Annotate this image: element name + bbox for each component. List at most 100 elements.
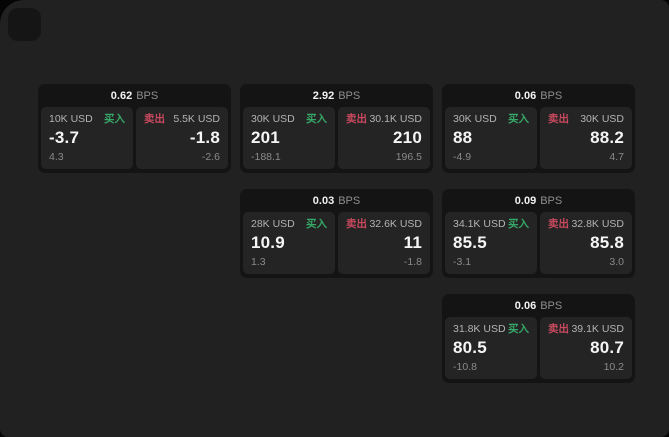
buy-badge: 买入: [508, 113, 529, 125]
sell-badge: 卖出: [346, 113, 367, 125]
card-header: 0.03 BPS: [240, 189, 433, 212]
card-header: 0.62 BPS: [38, 84, 231, 107]
buy-sub-value: -188.1: [251, 151, 281, 163]
sell-notional: 32.6K USD: [369, 218, 422, 230]
buy-panel[interactable]: 34.1K USD 买入 85.5 -3.1: [445, 212, 537, 274]
sell-panel-header: 卖出 30K USD: [548, 113, 624, 125]
quote-card: 0.06 BPS 31.8K USD 买入 80.5 -10.8 卖出 39.1…: [442, 294, 635, 383]
buy-panel[interactable]: 30K USD 买入 201 -188.1: [243, 107, 335, 169]
sell-panel-header: 卖出 5.5K USD: [144, 113, 220, 125]
bps-value: 0.62: [110, 89, 133, 102]
card-header: 0.09 BPS: [442, 189, 635, 212]
sell-panel[interactable]: 卖出 5.5K USD -1.8 -2.6: [136, 107, 228, 169]
sell-panel-header: 卖出 30.1K USD: [346, 113, 422, 125]
quote-card: 0.03 BPS 28K USD 买入 10.9 1.3 卖出 32.6K US…: [240, 189, 433, 278]
buy-notional: 30K USD: [453, 113, 497, 125]
buy-price: -3.7: [49, 128, 80, 147]
card-header: 2.92 BPS: [240, 84, 433, 107]
buy-panel-header: 34.1K USD 买入: [453, 218, 529, 230]
sell-badge: 卖出: [144, 113, 165, 125]
buy-price: 10.9: [251, 233, 285, 252]
buy-badge: 买入: [104, 113, 125, 125]
card-header: 0.06 BPS: [442, 84, 635, 107]
buy-price: 88: [453, 128, 473, 147]
bps-value: 0.06: [514, 299, 537, 312]
sell-price: 210: [393, 128, 422, 147]
sell-notional: 39.1K USD: [571, 323, 624, 335]
sell-price: 80.7: [590, 338, 624, 357]
buy-panel[interactable]: 30K USD 买入 88 -4.9: [445, 107, 537, 169]
sell-badge: 卖出: [548, 218, 569, 230]
sell-panel-header: 卖出 32.6K USD: [346, 218, 422, 230]
card-body: 30K USD 买入 201 -188.1 卖出 30.1K USD 210 1…: [240, 107, 433, 173]
quote-card: 2.92 BPS 30K USD 买入 201 -188.1 卖出 30.1K …: [240, 84, 433, 173]
buy-panel[interactable]: 31.8K USD 买入 80.5 -10.8: [445, 317, 537, 379]
buy-badge: 买入: [508, 218, 529, 230]
buy-notional: 30K USD: [251, 113, 295, 125]
sell-notional: 5.5K USD: [173, 113, 220, 125]
sell-sub-value: 10.2: [603, 361, 624, 373]
buy-notional: 31.8K USD: [453, 323, 506, 335]
buy-badge: 买入: [508, 323, 529, 335]
buy-panel-header: 28K USD 买入: [251, 218, 327, 230]
card-body: 31.8K USD 买入 80.5 -10.8 卖出 39.1K USD 80.…: [442, 317, 635, 383]
sell-sub-value: -2.6: [201, 151, 220, 163]
bps-value: 0.09: [514, 194, 537, 207]
sell-badge: 卖出: [346, 218, 367, 230]
sell-panel[interactable]: 卖出 32.8K USD 85.8 3.0: [540, 212, 632, 274]
sell-panel[interactable]: 卖出 32.6K USD 11 -1.8: [338, 212, 430, 274]
card-body: 28K USD 买入 10.9 1.3 卖出 32.6K USD 11 -1.8: [240, 212, 433, 278]
buy-sub-value: -4.9: [453, 151, 472, 163]
sell-sub-value: 4.7: [609, 151, 624, 163]
buy-price: 85.5: [453, 233, 487, 252]
buy-sub-value: -3.1: [453, 256, 472, 268]
sell-notional: 30.1K USD: [369, 113, 422, 125]
sell-panel[interactable]: 卖出 39.1K USD 80.7 10.2: [540, 317, 632, 379]
buy-panel[interactable]: 28K USD 买入 10.9 1.3: [243, 212, 335, 274]
card-body: 34.1K USD 买入 85.5 -3.1 卖出 32.8K USD 85.8…: [442, 212, 635, 278]
buy-panel[interactable]: 10K USD 买入 -3.7 4.3: [41, 107, 133, 169]
sell-badge: 卖出: [548, 113, 569, 125]
buy-badge: 买入: [306, 218, 327, 230]
quote-card: 0.62 BPS 10K USD 买入 -3.7 4.3 卖出 5.5K USD…: [38, 84, 231, 173]
bps-value: 2.92: [312, 89, 335, 102]
buy-sub-value: -10.8: [453, 361, 477, 373]
buy-notional: 10K USD: [49, 113, 93, 125]
bps-unit: BPS: [338, 89, 361, 102]
bps-unit: BPS: [136, 89, 159, 102]
sell-notional: 32.8K USD: [571, 218, 624, 230]
sell-price: -1.8: [189, 128, 220, 147]
bps-value: 0.03: [312, 194, 335, 207]
sell-panel-header: 卖出 39.1K USD: [548, 323, 624, 335]
sell-notional: 30K USD: [580, 113, 624, 125]
bps-unit: BPS: [540, 299, 563, 312]
bps-unit: BPS: [540, 194, 563, 207]
buy-badge: 买入: [306, 113, 327, 125]
buy-sub-value: 1.3: [251, 256, 266, 268]
buy-sub-value: 4.3: [49, 151, 64, 163]
sell-sub-value: 3.0: [609, 256, 624, 268]
buy-price: 80.5: [453, 338, 487, 357]
buy-panel-header: 31.8K USD 买入: [453, 323, 529, 335]
buy-panel-header: 30K USD 买入: [453, 113, 529, 125]
buy-notional: 28K USD: [251, 218, 295, 230]
sell-sub-value: 196.5: [395, 151, 422, 163]
card-header: 0.06 BPS: [442, 294, 635, 317]
sell-panel-header: 卖出 32.8K USD: [548, 218, 624, 230]
buy-panel-header: 30K USD 买入: [251, 113, 327, 125]
sell-price: 85.8: [590, 233, 624, 252]
bps-unit: BPS: [338, 194, 361, 207]
bps-value: 0.06: [514, 89, 537, 102]
sell-sub-value: -1.8: [403, 256, 422, 268]
sell-badge: 卖出: [548, 323, 569, 335]
quote-card: 0.06 BPS 30K USD 买入 88 -4.9 卖出 30K USD 8…: [442, 84, 635, 173]
sell-price: 88.2: [590, 128, 624, 147]
buy-notional: 34.1K USD: [453, 218, 506, 230]
corner-tile: [8, 8, 41, 41]
buy-panel-header: 10K USD 买入: [49, 113, 125, 125]
sell-panel[interactable]: 卖出 30K USD 88.2 4.7: [540, 107, 632, 169]
card-body: 30K USD 买入 88 -4.9 卖出 30K USD 88.2 4.7: [442, 107, 635, 173]
buy-price: 201: [251, 128, 280, 147]
bps-unit: BPS: [540, 89, 563, 102]
sell-panel[interactable]: 卖出 30.1K USD 210 196.5: [338, 107, 430, 169]
